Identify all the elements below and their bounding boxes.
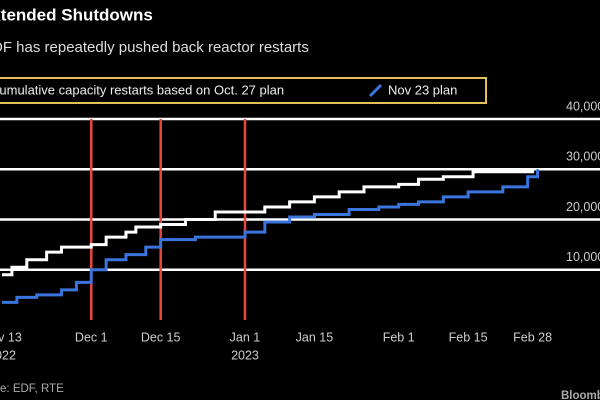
legend-box [0, 77, 487, 104]
series-line [2, 169, 535, 277]
chart-subtitle: EDF has repeatedly pushed back reactor r… [0, 39, 309, 56]
legend-label: Nov 23 plan [388, 82, 457, 97]
x-tick-label: Dec 1 [75, 330, 108, 344]
legend-swatch [368, 83, 383, 98]
x-tick-label: Feb 1 [383, 330, 415, 344]
legend-label: Cumulative capacity restarts based on Oc… [0, 82, 284, 97]
legend: Cumulative capacity restarts based on Oc… [0, 82, 457, 97]
y-tick-label: 20,000 [566, 200, 600, 214]
x-tick-label: Feb 28 [513, 330, 552, 344]
y-tick-label: 30,000 [566, 150, 600, 164]
brand: Bloomberg [561, 390, 600, 400]
chart-title: Extended Shutdowns [0, 5, 153, 24]
x-tick-label: Nov 13 [0, 330, 22, 344]
x-tick-label: Jan 15 [296, 330, 334, 344]
x-tick-label: Jan 1 [230, 330, 261, 344]
x-tick-label: Dec 15 [141, 330, 181, 344]
x-year-label: 2022 [0, 348, 16, 362]
series-line [2, 169, 540, 304]
y-tick-label: 10,000 [566, 250, 600, 264]
x-tick-label: Feb 15 [449, 330, 488, 344]
y-tick-label: 40,000 [566, 99, 600, 113]
source: Source: EDF, RTE [0, 383, 64, 395]
x-year-label: 2023 [231, 348, 259, 362]
